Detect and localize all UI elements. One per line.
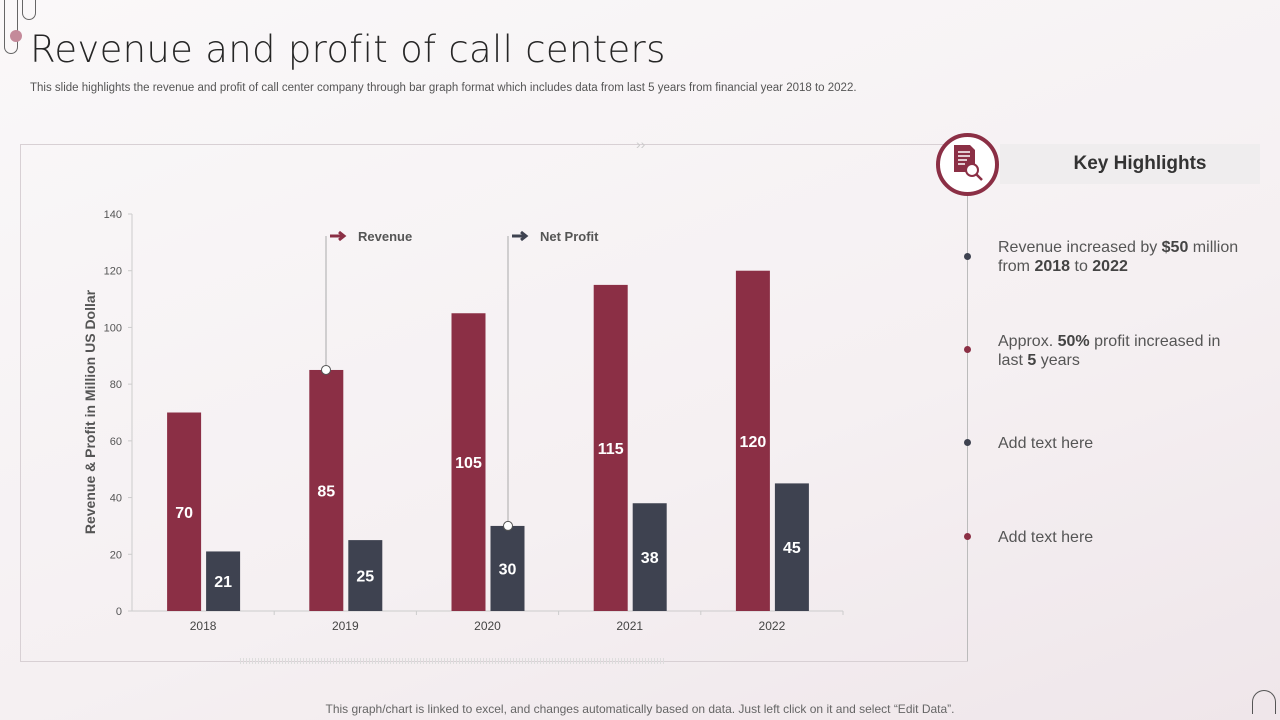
highlight-text: 5 xyxy=(1027,352,1037,369)
timeline-line xyxy=(967,196,968,661)
revenue-bar xyxy=(451,313,486,611)
highlight-item: Add text here xyxy=(998,434,1248,453)
highlight-text: to xyxy=(1070,258,1093,275)
highlight-text: years xyxy=(1036,352,1080,369)
timeline-dot xyxy=(964,533,971,540)
legend-label: Revenue xyxy=(358,229,412,244)
highlight-text: million from xyxy=(998,239,1239,275)
timeline-dot xyxy=(964,439,971,446)
footer-note: This graph/chart is linked to excel, and… xyxy=(325,702,955,716)
profit-bar xyxy=(348,540,383,611)
x-tick-label: 2019 xyxy=(332,619,359,633)
x-tick-label: 2021 xyxy=(616,619,643,633)
highlight-text: profit increased in last xyxy=(998,333,1221,369)
y-tick-label: 80 xyxy=(110,379,122,391)
timeline-dot xyxy=(964,253,971,260)
revenue-bar xyxy=(309,369,344,611)
x-tick-label: 2018 xyxy=(190,619,217,633)
x-tick-label: 2020 xyxy=(474,619,501,633)
revenue-bar xyxy=(593,284,628,611)
revenue-bar xyxy=(735,270,770,611)
y-tick-label: 40 xyxy=(110,493,122,505)
highlight-text: Revenue increased by xyxy=(998,239,1162,256)
highlight-text: Add text here xyxy=(998,435,1094,452)
page-title: Revenue and profit of call centers xyxy=(30,28,666,71)
highlight-item: Add text here xyxy=(998,528,1248,547)
x-tick-label: 2022 xyxy=(759,619,786,633)
profit-bar xyxy=(490,525,525,611)
data-label: 105 xyxy=(455,455,482,472)
key-highlights-title: Key Highlights xyxy=(1000,144,1260,184)
highlight-item: Approx. 50% profit increased in last 5 y… xyxy=(998,332,1248,370)
data-label: 115 xyxy=(598,441,624,458)
chevron-decoration: ›› xyxy=(636,136,646,152)
highlight-text: Add text here xyxy=(998,529,1094,546)
data-label: 38 xyxy=(641,550,659,567)
y-tick-label: 20 xyxy=(110,549,122,561)
revenue-bar xyxy=(167,412,202,611)
y-tick-label: 60 xyxy=(110,436,122,448)
arrow-right-icon xyxy=(330,230,347,242)
data-label: 45 xyxy=(783,540,801,557)
page-subtitle: This slide highlights the revenue and pr… xyxy=(30,82,857,94)
legend-marker xyxy=(503,520,513,531)
document-search-icon xyxy=(936,133,999,196)
paperclip-decoration-inner xyxy=(22,0,36,20)
paperclip-decoration xyxy=(4,0,18,54)
highlight-text: $50 xyxy=(1161,239,1189,256)
data-label: 70 xyxy=(175,505,193,522)
data-label: 21 xyxy=(214,574,232,591)
profit-bar xyxy=(206,551,241,611)
y-tick-label: 120 xyxy=(104,266,122,278)
highlight-text: 2022 xyxy=(1092,258,1128,275)
data-label: 85 xyxy=(317,483,335,500)
data-label: 120 xyxy=(740,434,767,451)
y-tick-label: 140 xyxy=(104,209,122,221)
profit-bar xyxy=(632,503,667,611)
arrow-right-icon xyxy=(512,230,529,242)
legend-marker xyxy=(321,364,331,375)
highlight-text: 50% xyxy=(1057,333,1090,350)
y-tick-label: 100 xyxy=(104,322,122,334)
legend-label: Net Profit xyxy=(540,229,599,244)
data-label: 25 xyxy=(356,569,374,586)
highlight-text: 2018 xyxy=(1034,258,1071,275)
data-label: 30 xyxy=(499,561,517,578)
profit-bar xyxy=(774,483,809,611)
pin-dot xyxy=(10,30,22,42)
y-tick-label: 0 xyxy=(116,606,122,618)
highlight-item: Revenue increased by $50 million from 20… xyxy=(998,238,1248,276)
highlight-text: Approx. xyxy=(998,333,1058,350)
headset-icon xyxy=(1252,690,1276,714)
timeline-dot xyxy=(964,346,971,353)
y-axis-label: Revenue & Profit in Million US Dollar xyxy=(82,289,98,534)
